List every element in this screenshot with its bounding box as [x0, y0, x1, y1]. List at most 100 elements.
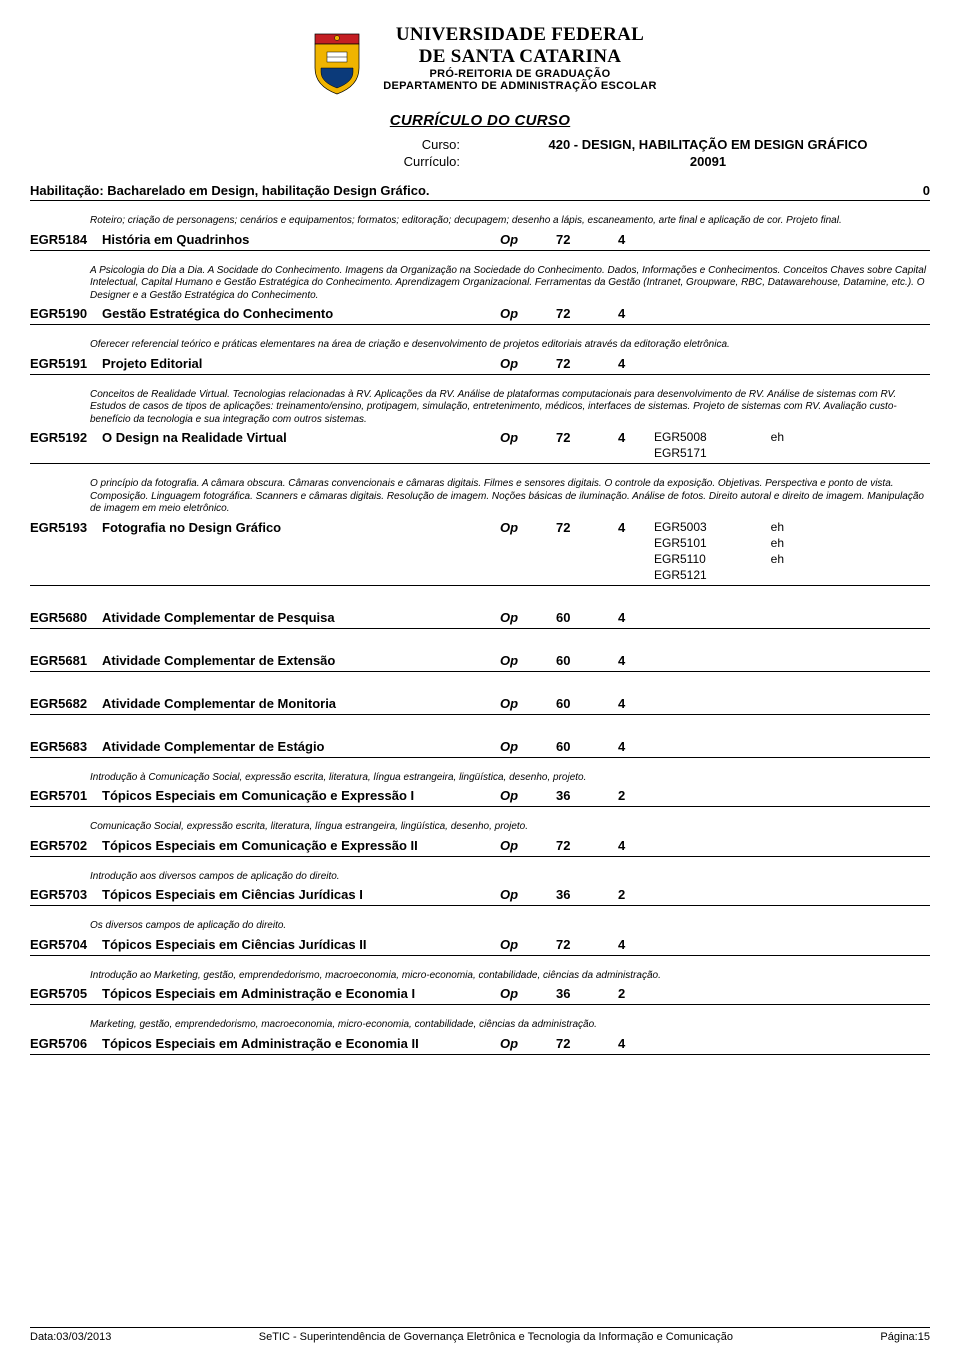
- prereq-line: EGR5008 eh: [654, 430, 784, 444]
- footer-page: Página:15: [880, 1331, 930, 1343]
- entry-rule: [30, 463, 930, 464]
- header-sub2: DEPARTAMENTO DE ADMINISTRAÇÃO ESCOLAR: [383, 80, 656, 92]
- course-row: EGR5681 Atividade Complementar de Extensã…: [30, 653, 930, 670]
- prereq-line: EGR5171: [654, 446, 784, 460]
- habilitation-right: 0: [923, 183, 930, 198]
- course-code: EGR5702: [30, 838, 96, 853]
- entry-rule: [30, 1054, 930, 1055]
- course-prereq: EGR5008 eh EGR5171: [654, 430, 844, 460]
- course-entry: Oferecer referencial teórico e práticas …: [30, 339, 930, 375]
- entry-rule: [30, 757, 930, 758]
- course-code: EGR5706: [30, 1036, 96, 1051]
- course-description: Roteiro; criação de personagens; cenário…: [90, 215, 930, 228]
- course-name: História em Quadrinhos: [102, 232, 494, 247]
- prereq-suffix: eh: [771, 430, 784, 444]
- course-value: 420 - DESIGN, HABILITAÇÃO EM DESIGN GRÁF…: [486, 137, 930, 152]
- header: UNIVERSIDADE FEDERAL DE SANTA CATARINA P…: [30, 24, 930, 169]
- course-name: Atividade Complementar de Pesquisa: [102, 610, 494, 625]
- course-credits: 4: [618, 232, 648, 247]
- prereq-code: EGR5008: [654, 430, 707, 444]
- prereq-suffix: eh: [771, 552, 784, 566]
- course-hours: 72: [556, 937, 612, 952]
- course-code: EGR5681: [30, 653, 96, 668]
- entry-rule: [30, 856, 930, 857]
- course-hours: 72: [556, 306, 612, 321]
- course-name: O Design na Realidade Virtual: [102, 430, 494, 445]
- course-hours: 72: [556, 520, 612, 535]
- course-row: EGR5680Atividade Complementar de Pesquis…: [30, 610, 930, 627]
- course-credits: 2: [618, 986, 648, 1001]
- course-description: Oferecer referencial teórico e práticas …: [90, 339, 930, 352]
- course-credits: 4: [618, 430, 648, 445]
- course-credits: 4: [618, 610, 648, 625]
- course-entry: EGR5682Atividade Complementar de Monitor…: [30, 686, 930, 715]
- course-hours: 36: [556, 887, 612, 902]
- entry-rule: [30, 585, 930, 586]
- course-type: Op: [500, 887, 550, 902]
- course-type: Op: [500, 838, 550, 853]
- entry-rule: [30, 671, 930, 672]
- course-hours: 60: [556, 739, 612, 754]
- course-type: Op: [500, 520, 550, 535]
- header-sub1: PRÓ-REITORIA DE GRADUAÇÃO: [383, 68, 656, 80]
- course-type: Op: [500, 653, 550, 668]
- curriculum-value: 20091: [486, 154, 930, 169]
- course-type: Op: [500, 937, 550, 952]
- course-entry: EGR5681 Atividade Complementar de Extensã…: [30, 643, 930, 672]
- course-row: EGR5192O Design na Realidade VirtualOp72…: [30, 430, 930, 462]
- course-credits: 4: [618, 306, 648, 321]
- course-type: Op: [500, 232, 550, 247]
- course-description: A Psicologia do Dia a Dia. A Socidade do…: [90, 265, 930, 303]
- course-type: Op: [500, 1036, 550, 1051]
- document-title: CURRÍCULO DO CURSO: [30, 112, 930, 129]
- entry-rule: [30, 374, 930, 375]
- course-credits: 4: [618, 838, 648, 853]
- course-row: EGR5191Projeto EditorialOp724: [30, 356, 930, 373]
- prereq-code: EGR5171: [654, 446, 707, 460]
- course-name: Atividade Complementar de Extensão: [102, 653, 494, 668]
- course-credits: 4: [618, 653, 648, 668]
- course-entry: O princípio da fotografia. A câmara obsc…: [30, 478, 930, 586]
- course-code: EGR5703: [30, 887, 96, 902]
- entry-rule: [30, 905, 930, 906]
- course-hours: 60: [556, 696, 612, 711]
- course-row: EGR5702 Tópicos Especiais em Comunicação …: [30, 838, 930, 855]
- course-hours: 72: [556, 232, 612, 247]
- course-entry: Comunicação Social, expressão escrita, l…: [30, 821, 930, 857]
- course-type: Op: [500, 306, 550, 321]
- course-hours: 72: [556, 356, 612, 371]
- course-hours: 36: [556, 788, 612, 803]
- course-name: Tópicos Especiais em Comunicação e Expre…: [102, 788, 494, 803]
- prereq-code: EGR5121: [654, 568, 707, 582]
- course-description: Marketing, gestão, emprendedorismo, macr…: [90, 1019, 930, 1032]
- course-name: Tópicos Especiais em Administração e Eco…: [102, 986, 494, 1001]
- prereq-line: EGR5101eh: [654, 536, 784, 550]
- course-type: Op: [500, 610, 550, 625]
- footer-rule: [30, 1327, 930, 1328]
- course-code: EGR5701: [30, 788, 96, 803]
- prereq-suffix: eh: [771, 536, 784, 550]
- course-row: EGR5683Atividade Complementar de Estágio…: [30, 739, 930, 756]
- course-entry: Conceitos de Realidade Virtual. Tecnolog…: [30, 389, 930, 465]
- course-name: Atividade Complementar de Estágio: [102, 739, 494, 754]
- prereq-line: EGR5121: [654, 568, 784, 582]
- course-credits: 4: [618, 739, 648, 754]
- entry-rule: [30, 324, 930, 325]
- course-name: Tópicos Especiais em Comunicação e Expre…: [102, 838, 494, 853]
- course-credits: 2: [618, 788, 648, 803]
- course-description: Comunicação Social, expressão escrita, l…: [90, 821, 930, 834]
- prereq-code: EGR5003: [654, 520, 707, 534]
- course-description: Introdução à Comunicação Social, express…: [90, 772, 930, 785]
- course-name: Fotografia no Design Gráfico: [102, 520, 494, 535]
- course-type: Op: [500, 788, 550, 803]
- course-code: EGR5184: [30, 232, 96, 247]
- prereq-line: EGR5003eh: [654, 520, 784, 534]
- course-description: Introdução aos diversos campos de aplica…: [90, 871, 930, 884]
- course-entry: Introdução aos diversos campos de aplica…: [30, 871, 930, 907]
- course-entry: Marketing, gestão, emprendedorismo, macr…: [30, 1019, 930, 1055]
- course-row: EGR5705Tópicos Especiais em Administraçã…: [30, 986, 930, 1003]
- course-credits: 2: [618, 887, 648, 902]
- course-type: Op: [500, 356, 550, 371]
- university-name-line2: DE SANTA CATARINA: [383, 46, 656, 68]
- course-type: Op: [500, 696, 550, 711]
